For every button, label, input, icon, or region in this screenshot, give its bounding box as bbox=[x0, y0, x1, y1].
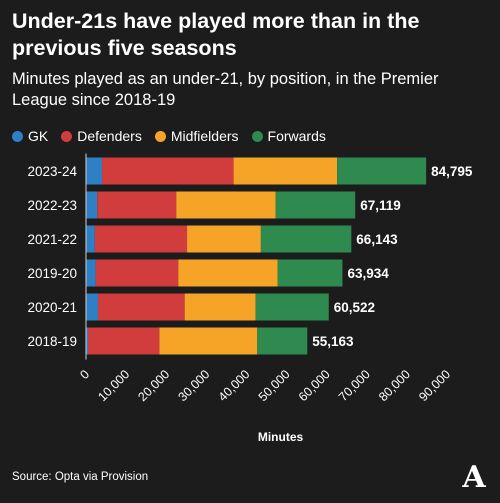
legend-label-defenders: Defenders bbox=[77, 128, 142, 144]
legend: GK Defenders Midfielders Forwards bbox=[12, 128, 339, 144]
legend-swatch-defenders bbox=[61, 130, 73, 142]
source-note: Source: Opta via Provision bbox=[12, 471, 149, 483]
bar-segment-gk-2022-23 bbox=[86, 191, 98, 219]
bar-segment-forwards-2021-22 bbox=[260, 225, 352, 253]
legend-swatch-midfielders bbox=[154, 130, 166, 142]
bar-segment-gk-2018-19 bbox=[86, 327, 89, 355]
category-label-2023-24: 2023-24 bbox=[27, 164, 77, 179]
bar-segment-defenders-2019-20 bbox=[95, 259, 179, 287]
total-label-2018-19: 55,163 bbox=[312, 334, 354, 349]
bar-segment-midfielders-2020-21 bbox=[184, 293, 256, 321]
legend-item-forwards: Forwards bbox=[251, 128, 326, 144]
legend-swatch-forwards bbox=[251, 130, 263, 142]
bar-segment-forwards-2018-19 bbox=[257, 327, 308, 355]
x-tick-label-10000: 10,000 bbox=[95, 367, 132, 404]
category-label-2022-23: 2022-23 bbox=[27, 198, 77, 213]
chart-subtitle: Minutes played as an under-21, by positi… bbox=[12, 70, 439, 109]
bar-segment-midfielders-2018-19 bbox=[159, 327, 258, 355]
bar-segment-gk-2023-24 bbox=[86, 157, 103, 185]
bar-segment-forwards-2022-23 bbox=[275, 191, 356, 219]
bar-segment-midfielders-2023-24 bbox=[233, 157, 338, 185]
total-label-2019-20: 63,934 bbox=[347, 266, 389, 281]
bar-segment-gk-2019-20 bbox=[86, 259, 96, 287]
x-tick-label-90000: 90,000 bbox=[416, 367, 453, 404]
legend-swatch-gk bbox=[12, 130, 23, 142]
bar-segment-midfielders-2021-22 bbox=[187, 225, 261, 253]
chart-title: Under-21s have played more than in the p… bbox=[12, 9, 420, 60]
bar-segment-gk-2020-21 bbox=[86, 293, 99, 321]
total-label-2023-24: 84,795 bbox=[431, 164, 473, 179]
bar-segment-midfielders-2022-23 bbox=[176, 191, 276, 219]
x-tick-label-0: 0 bbox=[77, 367, 92, 382]
bar-segment-defenders-2021-22 bbox=[94, 225, 188, 253]
bar-segment-midfielders-2019-20 bbox=[178, 259, 278, 287]
x-tick-label-60000: 60,000 bbox=[296, 367, 333, 404]
total-label-2022-23: 67,119 bbox=[360, 198, 401, 213]
x-tick-label-80000: 80,000 bbox=[376, 367, 413, 404]
bar-segment-forwards-2019-20 bbox=[277, 259, 343, 287]
legend-item-midfielders: Midfielders bbox=[154, 128, 239, 144]
bar-segment-defenders-2018-19 bbox=[88, 327, 160, 355]
x-tick-label-40000: 40,000 bbox=[216, 367, 253, 404]
x-tick-label-50000: 50,000 bbox=[256, 367, 293, 404]
total-label-2020-21: 60,522 bbox=[334, 300, 375, 315]
bar-segment-defenders-2020-21 bbox=[98, 293, 185, 321]
bar-segment-defenders-2023-24 bbox=[102, 157, 234, 185]
x-tick-label-70000: 70,000 bbox=[336, 367, 373, 404]
category-label-2018-19: 2018-19 bbox=[27, 334, 77, 349]
bar-segment-gk-2021-22 bbox=[86, 225, 95, 253]
legend-item-gk: GK bbox=[12, 128, 48, 144]
logo-letter: A bbox=[461, 462, 486, 490]
legend-item-defenders: Defenders bbox=[61, 128, 142, 144]
bar-segment-defenders-2022-23 bbox=[97, 191, 177, 219]
x-axis-title: Minutes bbox=[258, 430, 304, 444]
athletic-logo: A bbox=[461, 462, 486, 490]
total-label-2021-22: 66,143 bbox=[356, 232, 398, 247]
bar-chart: 2023-24 84,795 2022-23 67,119 2021-22 66,143 2… bbox=[27, 153, 473, 444]
x-tick-label-30000: 30,000 bbox=[176, 367, 213, 404]
legend-label-midfielders: Midfielders bbox=[170, 128, 239, 144]
x-tick-label-20000: 20,000 bbox=[135, 367, 172, 404]
bar-segment-forwards-2023-24 bbox=[337, 157, 427, 185]
category-label-2019-20: 2019-20 bbox=[27, 266, 77, 281]
category-label-2020-21: 2020-21 bbox=[27, 300, 77, 315]
legend-label-forwards: Forwards bbox=[267, 128, 326, 144]
bar-segment-forwards-2020-21 bbox=[255, 293, 329, 321]
legend-label-gk: GK bbox=[28, 128, 49, 144]
category-label-2021-22: 2021-22 bbox=[27, 232, 77, 247]
